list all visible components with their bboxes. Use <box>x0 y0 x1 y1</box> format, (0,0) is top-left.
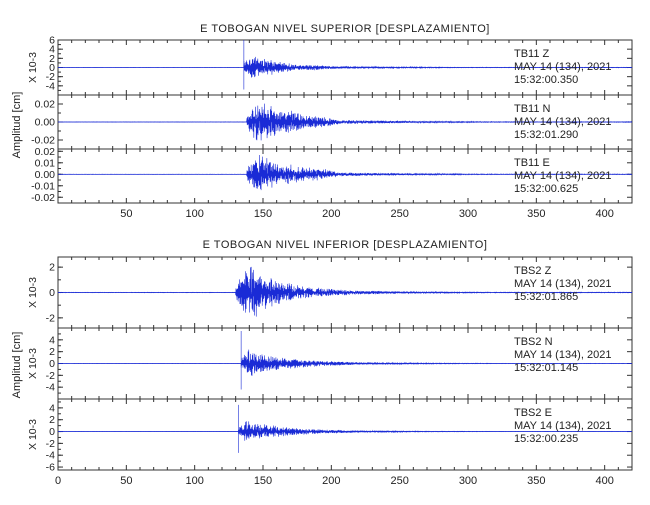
y-tick-label: -4 <box>46 382 55 394</box>
time-label: 15:32:01.145 <box>514 362 578 374</box>
time-label: 15:32:00.350 <box>514 74 578 86</box>
y-tick-label: 2 <box>49 346 55 358</box>
time-label: 15:32:01.865 <box>514 291 578 303</box>
ylabel-superior: Amplitud [cm] <box>11 92 23 159</box>
y-multiplier-label: X 10-3 <box>27 419 39 450</box>
y-tick-label: 2 <box>49 53 55 65</box>
time-label: 15:32:00.625 <box>514 183 578 195</box>
x-tick-label: 0 <box>55 475 61 487</box>
y-tick-label: -0.02 <box>31 135 55 147</box>
time-label: 15:32:00.235 <box>514 433 578 445</box>
y-tick-label: 0.02 <box>35 99 56 111</box>
x-tick-label: 300 <box>459 475 477 487</box>
x-tick-label: 250 <box>390 208 408 220</box>
y-tick-label: -0.01 <box>31 180 55 192</box>
waveform-trace <box>58 155 633 191</box>
x-tick-label: 50 <box>120 208 132 220</box>
x-tick-label: 400 <box>595 208 613 220</box>
waveform-trace <box>57 56 633 78</box>
y-tick-label: 2 <box>49 262 55 274</box>
waveform-trace <box>57 266 633 317</box>
x-tick-label: 350 <box>527 208 545 220</box>
y-tick-label: 0 <box>49 426 55 438</box>
y-tick-label: -2 <box>46 312 55 324</box>
y-tick-label: -2 <box>46 438 55 450</box>
x-tick-label: 150 <box>254 208 272 220</box>
waveform-trace <box>57 103 633 141</box>
y-tick-label: 0 <box>49 287 55 299</box>
y-multiplier-label: X 10-3 <box>27 52 39 83</box>
time-label: 15:32:01.290 <box>514 129 578 141</box>
station-label: TBS2 Z <box>514 265 552 277</box>
y-tick-label: 6 <box>49 35 55 47</box>
x-tick-label: 50 <box>120 475 132 487</box>
x-tick-label: 300 <box>459 208 477 220</box>
station-label: TBS2 N <box>514 336 553 348</box>
y-tick-label: 4 <box>49 44 55 56</box>
x-tick-label: 200 <box>322 208 340 220</box>
ylabel-inferior: Amplitud [cm] <box>11 332 23 399</box>
y-tick-label: -4 <box>46 450 55 462</box>
y-tick-label: -6 <box>46 462 55 474</box>
date-label: MAY 14 (134), 2021 <box>514 116 611 128</box>
date-label: MAY 14 (134), 2021 <box>514 420 611 432</box>
y-tick-label: 0.00 <box>35 169 56 181</box>
x-tick-label: 200 <box>322 475 340 487</box>
x-tick-label: 250 <box>390 475 408 487</box>
y-tick-label: 2 <box>49 414 55 426</box>
station-label: TB11 Z <box>514 48 550 60</box>
y-tick-label: -4 <box>46 80 55 92</box>
y-tick-label: -2 <box>46 71 55 83</box>
station-label: TB11 N <box>514 103 551 115</box>
date-label: MAY 14 (134), 2021 <box>514 278 611 290</box>
section-title-inferior: E TOBOGAN NIVEL INFERIOR [DESPLAZAMIENTO… <box>203 239 488 251</box>
date-label: MAY 14 (134), 2021 <box>514 61 611 73</box>
y-tick-label: -0.02 <box>31 192 55 204</box>
date-label: MAY 14 (134), 2021 <box>514 349 611 361</box>
y-tick-label: 0.01 <box>35 157 56 169</box>
y-tick-label: 0.02 <box>35 146 56 158</box>
y-tick-label: 4 <box>49 334 55 346</box>
y-tick-label: -2 <box>46 370 55 382</box>
date-label: MAY 14 (134), 2021 <box>514 170 611 182</box>
section-title-superior: E TOBOGAN NIVEL SUPERIOR [DESPLAZAMIENTO… <box>200 23 490 35</box>
y-multiplier-label: X 10-3 <box>27 348 39 379</box>
x-tick-label: 350 <box>527 475 545 487</box>
y-tick-label: 4 <box>49 402 55 414</box>
station-label: TBS2 E <box>514 407 552 419</box>
x-tick-label: 400 <box>595 475 613 487</box>
station-label: TB11 E <box>514 157 550 169</box>
x-tick-label: 100 <box>185 208 203 220</box>
y-tick-label: 0.00 <box>35 117 56 129</box>
waveform-trace <box>57 349 633 376</box>
x-tick-label: 100 <box>185 475 203 487</box>
y-tick-label: 0 <box>49 358 55 370</box>
x-tick-label: 150 <box>254 475 272 487</box>
waveform-trace <box>57 421 633 441</box>
y-multiplier-label: X 10-3 <box>27 277 39 308</box>
y-tick-label: 0 <box>49 62 55 74</box>
